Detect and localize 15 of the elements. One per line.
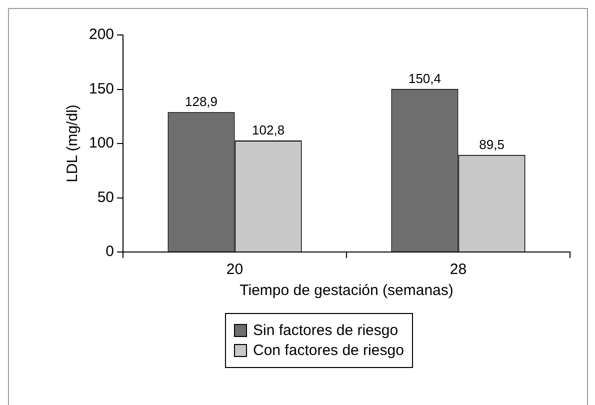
y-tick-label: 0 bbox=[106, 243, 114, 260]
data-label: 128,9 bbox=[184, 94, 218, 110]
x-tick-label: 28 bbox=[450, 261, 467, 278]
data-label: 102,8 bbox=[252, 122, 285, 138]
data-label: 89,5 bbox=[479, 136, 504, 152]
y-tick-label: 50 bbox=[97, 188, 114, 206]
y-tick-label: 100 bbox=[88, 134, 114, 152]
legend-label: Sin factores de riesgo bbox=[253, 322, 398, 339]
x-axis-title: Tiempo de gestación (semanas) bbox=[240, 282, 454, 300]
data-label: 150,4 bbox=[408, 70, 442, 86]
y-tick-label: 200 bbox=[88, 26, 114, 44]
y-axis-title: LDL (mg/dl) bbox=[64, 104, 82, 182]
legend-label: Con factores de riesgo bbox=[253, 342, 404, 359]
y-tick-label: 150 bbox=[88, 80, 114, 98]
x-tick-label: 20 bbox=[226, 261, 244, 278]
